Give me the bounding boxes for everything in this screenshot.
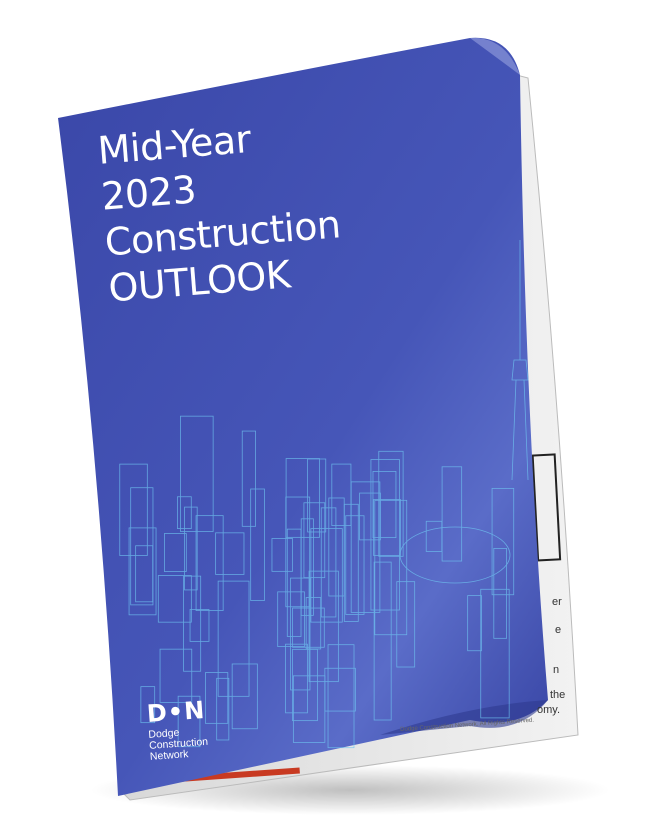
building-outline bbox=[157, 575, 192, 623]
building-outline bbox=[467, 595, 482, 652]
building-outline bbox=[372, 471, 397, 539]
building-outline bbox=[374, 499, 408, 636]
building-outline bbox=[345, 515, 365, 615]
building-outline bbox=[159, 648, 193, 703]
dcn-logo: D•N Dodge Construction Network bbox=[146, 696, 209, 763]
building-outline bbox=[350, 481, 381, 613]
building-outline bbox=[164, 533, 187, 572]
building-outline bbox=[140, 686, 156, 724]
logo-name: Dodge Construction Network bbox=[148, 726, 209, 763]
building-outline bbox=[217, 580, 250, 697]
building-outline bbox=[184, 506, 198, 591]
building-outline bbox=[292, 648, 318, 722]
building-outline bbox=[480, 588, 510, 719]
logo-mark: D•N bbox=[146, 695, 207, 728]
building-outline bbox=[370, 459, 400, 611]
building-outline bbox=[373, 499, 401, 556]
building-outline bbox=[285, 643, 308, 714]
building-outline bbox=[195, 515, 224, 611]
building-outline bbox=[300, 518, 314, 616]
front-cover bbox=[58, 37, 548, 796]
building-outline bbox=[177, 695, 201, 748]
back-page-box bbox=[531, 453, 562, 562]
building-outline bbox=[290, 577, 311, 691]
building-outline bbox=[310, 528, 343, 623]
building-outline bbox=[396, 581, 416, 668]
building-outline bbox=[285, 496, 311, 608]
building-outline bbox=[215, 532, 245, 575]
building-outline bbox=[189, 609, 210, 642]
building-outline bbox=[493, 548, 507, 639]
building-outline bbox=[331, 463, 352, 526]
building-outline bbox=[373, 561, 392, 721]
building-outline bbox=[327, 644, 355, 749]
building-outline bbox=[119, 463, 148, 556]
stadium-outline bbox=[399, 526, 511, 584]
building-outline bbox=[241, 430, 256, 527]
building-outline bbox=[308, 570, 339, 683]
building-outline bbox=[271, 538, 293, 572]
building-outline bbox=[491, 487, 515, 596]
back-text-fragment: the bbox=[550, 689, 566, 701]
building-outline bbox=[231, 663, 258, 730]
tower-outline bbox=[511, 240, 529, 481]
building-outline bbox=[441, 466, 463, 562]
building-outline bbox=[307, 458, 327, 533]
bottom-curl bbox=[380, 700, 548, 735]
building-outline bbox=[285, 458, 320, 538]
building-outline bbox=[183, 575, 202, 672]
building-outline bbox=[343, 503, 359, 622]
building-outline bbox=[292, 607, 325, 648]
building-outline bbox=[128, 527, 157, 616]
back-text-fragment: omy. bbox=[537, 704, 561, 716]
building-outline bbox=[130, 487, 154, 606]
city-illustration bbox=[119, 240, 529, 749]
back-text-fragment: n bbox=[553, 664, 560, 676]
building-outline bbox=[216, 677, 230, 741]
page-curl bbox=[470, 37, 520, 75]
back-text-fragment: er bbox=[552, 596, 562, 608]
building-outline bbox=[250, 488, 265, 601]
cover-title: Mid-Year 2023 Construction OUTLOOK bbox=[96, 109, 346, 311]
building-outline bbox=[359, 492, 381, 541]
building-outline bbox=[303, 502, 326, 579]
building-outline bbox=[277, 591, 305, 647]
building-outline bbox=[378, 450, 404, 557]
back-text-fragment: e bbox=[555, 624, 562, 636]
building-outline bbox=[320, 507, 337, 618]
